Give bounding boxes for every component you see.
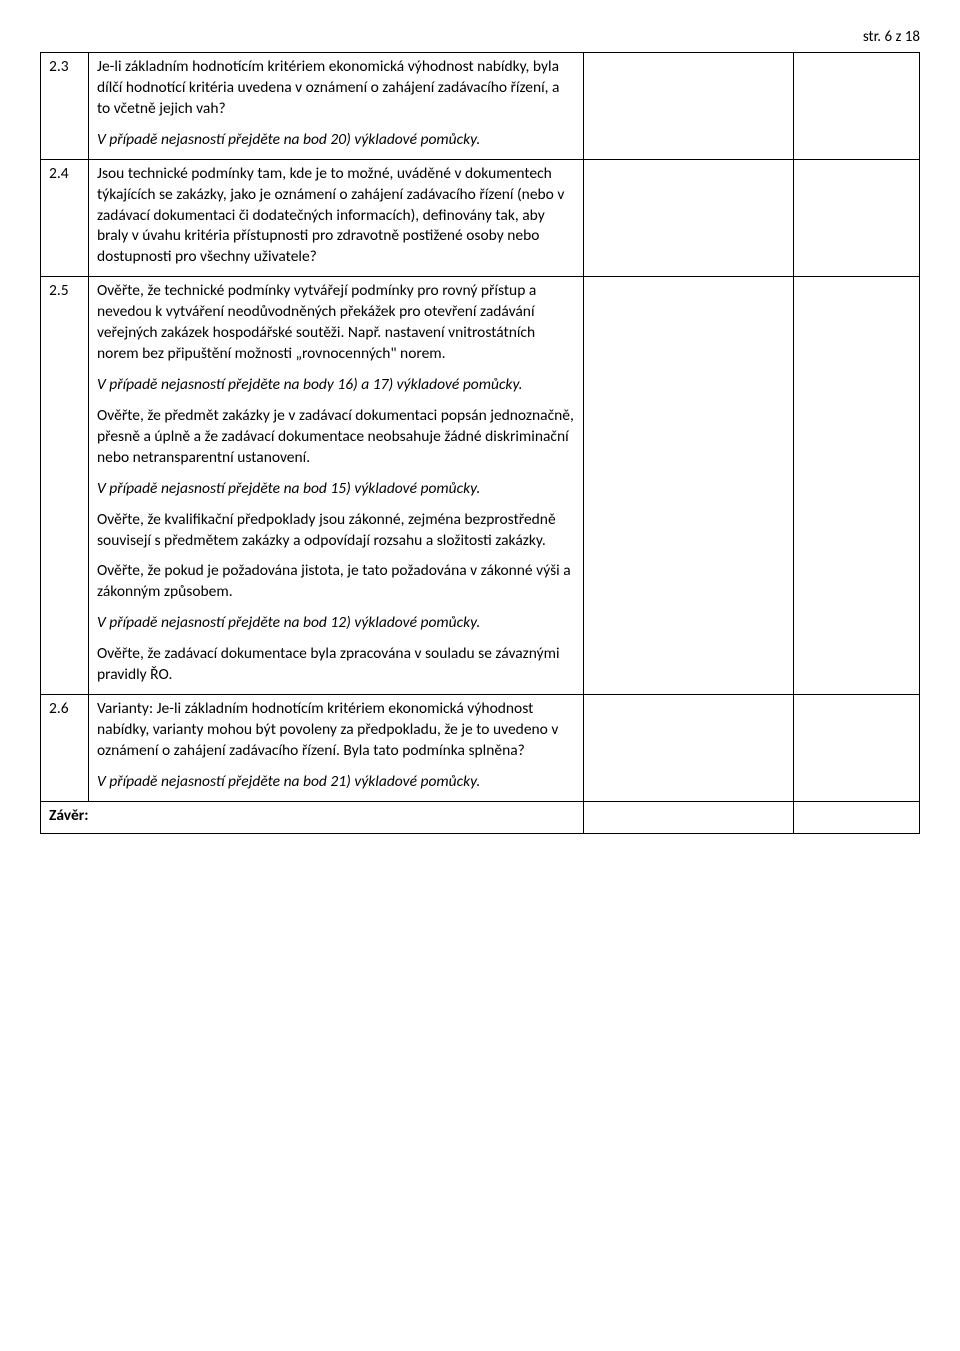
paragraph: Varianty: Je-li základním hodnotícím kri…: [97, 699, 575, 762]
paragraph: V případě nejasností přejděte na bod 12)…: [97, 613, 575, 634]
paragraph: Je-li základním hodnotícím kritériem eko…: [97, 57, 575, 120]
row-number: 2.4: [41, 159, 89, 277]
conclusion-row: Závěr:: [41, 801, 920, 833]
row-number: 2.3: [41, 53, 89, 160]
row-col-a: [584, 277, 794, 695]
conclusion-col-b: [794, 801, 920, 833]
table-row: 2.5Ověřte, že technické podmínky vytváře…: [41, 277, 920, 695]
paragraph: Jsou technické podmínky tam, kde je to m…: [97, 164, 575, 269]
table-row: 2.3Je-li základním hodnotícím kritériem …: [41, 53, 920, 160]
row-col-b: [794, 695, 920, 802]
row-number: 2.6: [41, 695, 89, 802]
table-row: 2.4Jsou technické podmínky tam, kde je t…: [41, 159, 920, 277]
page: str. 6 z 18 2.3Je-li základním hodnotící…: [0, 0, 960, 874]
paragraph: Ověřte, že pokud je požadována jistota, …: [97, 561, 575, 603]
row-col-b: [794, 53, 920, 160]
checklist-table: 2.3Je-li základním hodnotícím kritériem …: [40, 52, 920, 834]
row-col-a: [584, 695, 794, 802]
table-row: 2.6Varianty: Je-li základním hodnotícím …: [41, 695, 920, 802]
paragraph: V případě nejasností přejděte na bod 21)…: [97, 772, 575, 793]
paragraph: Ověřte, že technické podmínky vytvářejí …: [97, 281, 575, 365]
row-text: Varianty: Je-li základním hodnotícím kri…: [89, 695, 584, 802]
paragraph: Ověřte, že kvalifikační předpoklady jsou…: [97, 510, 575, 552]
paragraph: Ověřte, že předmět zakázky je v zadávací…: [97, 406, 575, 469]
row-col-b: [794, 277, 920, 695]
conclusion-label: Závěr:: [41, 801, 584, 833]
row-number: 2.5: [41, 277, 89, 695]
row-col-b: [794, 159, 920, 277]
paragraph: V případě nejasností přejděte na bod 15)…: [97, 479, 575, 500]
row-text: Jsou technické podmínky tam, kde je to m…: [89, 159, 584, 277]
paragraph: Ověřte, že zadávací dokumentace byla zpr…: [97, 644, 575, 686]
paragraph: V případě nejasností přejděte na body 16…: [97, 375, 575, 396]
row-col-a: [584, 53, 794, 160]
row-text: Ověřte, že technické podmínky vytvářejí …: [89, 277, 584, 695]
conclusion-col-a: [584, 801, 794, 833]
page-number: str. 6 z 18: [40, 28, 920, 46]
row-text: Je-li základním hodnotícím kritériem eko…: [89, 53, 584, 160]
row-col-a: [584, 159, 794, 277]
paragraph: V případě nejasností přejděte na bod 20)…: [97, 130, 575, 151]
